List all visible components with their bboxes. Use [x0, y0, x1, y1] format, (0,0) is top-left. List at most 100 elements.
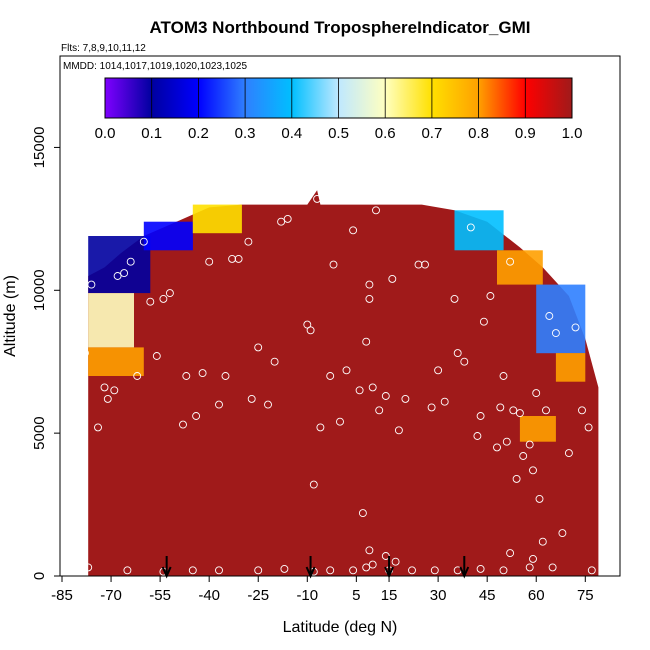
sample-point — [349, 566, 358, 575]
sample-point — [545, 312, 554, 320]
sample-point — [313, 194, 322, 203]
sample-point — [254, 343, 263, 352]
sample-point — [532, 389, 541, 398]
sample-point — [499, 372, 508, 380]
colorbar-tick-label: 0.0 — [95, 125, 116, 142]
feature-1 — [88, 293, 134, 348]
profile-arrows — [161, 556, 470, 579]
sample-point — [309, 480, 318, 489]
sample-point — [126, 257, 135, 266]
x-tick-label: 60 — [528, 587, 545, 604]
colorbar-tick-label: 0.4 — [281, 125, 302, 142]
colorbar-tick-label: 0.6 — [375, 125, 396, 142]
flights-note: Flts: 7,8,9,10,11,12 — [61, 43, 146, 54]
sample-point — [306, 326, 315, 335]
sample-point — [215, 400, 223, 409]
colorbar-tick-label: 0.2 — [188, 125, 209, 142]
colorbar-tick-label: 0.3 — [235, 125, 256, 142]
curtain-fill — [88, 190, 599, 576]
sample-point — [535, 494, 544, 503]
colorbar-tick-label: 0.9 — [515, 125, 536, 142]
sample-point — [103, 394, 112, 403]
sample-point — [182, 372, 191, 380]
colorbar: 0.0 0.1 0.2 0.3 0.4 0.5 0.6 0.7 0.8 0.9 1.0 — [95, 77, 583, 142]
sample-point — [349, 226, 358, 235]
sample-point — [551, 329, 560, 338]
x-tick-label: -40 — [198, 587, 220, 604]
y-tick-label: 15000 — [31, 127, 48, 169]
sample-point — [499, 566, 508, 575]
y-axis: 0 5000 10000 15000 — [31, 127, 60, 580]
sample-point — [587, 566, 596, 575]
sample-point — [434, 366, 443, 375]
y-tick-label: 5000 — [31, 416, 48, 449]
sample-point — [254, 566, 263, 575]
sample-point — [113, 272, 122, 280]
x-axis-label: Latitude (deg N) — [283, 619, 398, 636]
x-tick-label: -70 — [100, 587, 122, 604]
sample-point — [316, 423, 325, 432]
sample-point — [264, 400, 272, 409]
feature-2 — [88, 347, 144, 376]
y-tick-label: 10000 — [31, 269, 48, 311]
sample-point — [414, 260, 423, 269]
sample-point — [548, 563, 557, 572]
x-tick-label: 45 — [479, 587, 496, 604]
sample-point — [326, 566, 335, 575]
sample-point — [362, 563, 371, 572]
sample-point — [234, 254, 243, 263]
y-tick-label: 0 — [31, 572, 48, 580]
sample-point — [529, 466, 537, 475]
sample-point — [525, 440, 534, 449]
sample-point — [509, 406, 518, 415]
sample-point — [365, 294, 374, 303]
sample-point — [476, 412, 485, 420]
sample-point — [80, 349, 89, 358]
x-tick-label: -55 — [149, 587, 171, 604]
sample-point — [515, 409, 524, 418]
x-tick-label: -25 — [247, 587, 269, 604]
sample-point — [192, 412, 201, 420]
feature-3 — [143, 221, 193, 251]
sample-point — [152, 352, 161, 360]
sample-point — [368, 560, 377, 569]
sample-point — [342, 366, 351, 375]
sample-point — [303, 320, 312, 329]
sample-point — [329, 260, 338, 269]
sample-point — [460, 357, 469, 366]
sample-point — [110, 386, 119, 395]
sample-point — [205, 257, 214, 266]
sample-point — [100, 383, 109, 392]
feature-6 — [497, 250, 543, 285]
sample-point — [479, 317, 488, 326]
sample-point — [368, 383, 377, 392]
sample-point — [120, 269, 129, 278]
sample-point — [355, 386, 364, 395]
sample-point — [440, 397, 449, 406]
dates-note: MMDD: 1014,1017,1019,1020,1023,1025 — [63, 61, 247, 72]
sample-point — [558, 529, 567, 538]
sample-point — [506, 549, 515, 558]
sample-point — [133, 372, 142, 380]
sample-point — [542, 406, 550, 415]
sample-point — [584, 423, 593, 432]
sample-point — [525, 563, 534, 572]
sample-point — [123, 566, 132, 575]
curtain-area — [88, 190, 599, 576]
x-tick-label: 5 — [352, 587, 360, 604]
colorbar-tick-label: 0.5 — [328, 125, 349, 142]
sample-point — [538, 537, 547, 546]
sample-point — [427, 403, 436, 412]
sample-point — [450, 294, 459, 303]
sample-point — [270, 357, 279, 366]
sample-point — [493, 443, 501, 452]
colorbar-tick-label: 1.0 — [562, 125, 583, 142]
sample-point — [391, 557, 400, 566]
sample-point — [228, 254, 237, 263]
sample-point — [375, 406, 384, 415]
sample-point — [453, 349, 462, 358]
x-axis: -85 -70 -55 -40 -25 -10 5 15 30 45 60 75 — [51, 576, 594, 604]
sample-point — [381, 392, 390, 400]
sample-point — [87, 280, 96, 289]
